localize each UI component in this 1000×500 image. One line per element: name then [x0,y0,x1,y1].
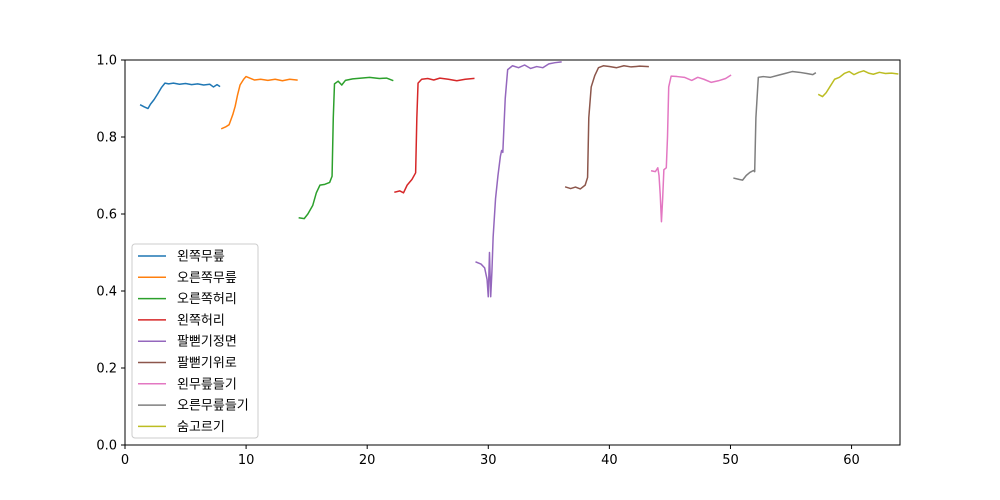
axes-frame [124,59,901,446]
x-tick-label: 60 [843,453,860,468]
legend-entry-label: 팔뻗기정면 [177,335,237,350]
x-tick-label: 20 [359,453,376,468]
series-line-7 [650,74,732,223]
series-line-8 [733,70,817,181]
legend-entry-label: 오른쪽허리 [177,292,237,307]
axes-layer: 0 10 20 30 40 50 60 0.0 0.2 0.4 0.6 0.8 1.0 [96,54,901,468]
y-tick-label: 1.0 [96,54,117,69]
legend-entry-label: 왼쪽무릎 [177,250,225,265]
series-line-3 [298,76,394,220]
x-tick-label: 50 [722,453,739,468]
legend-entry-label: 오른쪽무릎 [177,271,237,286]
series-line-5 [475,61,562,298]
series-layer [139,61,899,298]
y-tick-label: 0.8 [96,131,117,146]
series-line-1 [139,82,221,110]
legend: 왼쪽무릎오른쪽무릎오른쪽허리왼쪽허리팔뻗기정면팔뻗기위로왼무릎들기오른무릎들기숨… [131,243,259,439]
y-tick-label: 0.2 [96,362,117,377]
y-tick-label: 0.6 [96,208,117,223]
series-line-4 [394,77,475,194]
legend-box [131,243,259,439]
y-tick-label: 0.4 [96,285,117,300]
legend-entry-label: 왼무릎들기 [177,377,237,392]
x-tick-label: 30 [480,453,497,468]
legend-entry-label: 오른무릎들기 [177,399,249,414]
series-line-9 [817,70,899,98]
legend-entry-label: 팔뻗기위로 [177,356,237,371]
series-line-2 [220,75,298,130]
y-tick-label: 0.0 [96,439,117,454]
x-tick-label: 10 [238,453,255,468]
legend-entry-label: 왼쪽허리 [177,313,225,328]
series-line-6 [564,65,649,190]
x-tick-label: 0 [121,453,129,468]
legend-entry-label: 숨고르기 [177,420,225,435]
x-tick-label: 40 [601,453,618,468]
